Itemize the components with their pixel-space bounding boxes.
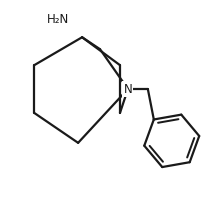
Text: H₂N: H₂N xyxy=(47,13,69,26)
Text: N: N xyxy=(124,83,132,96)
